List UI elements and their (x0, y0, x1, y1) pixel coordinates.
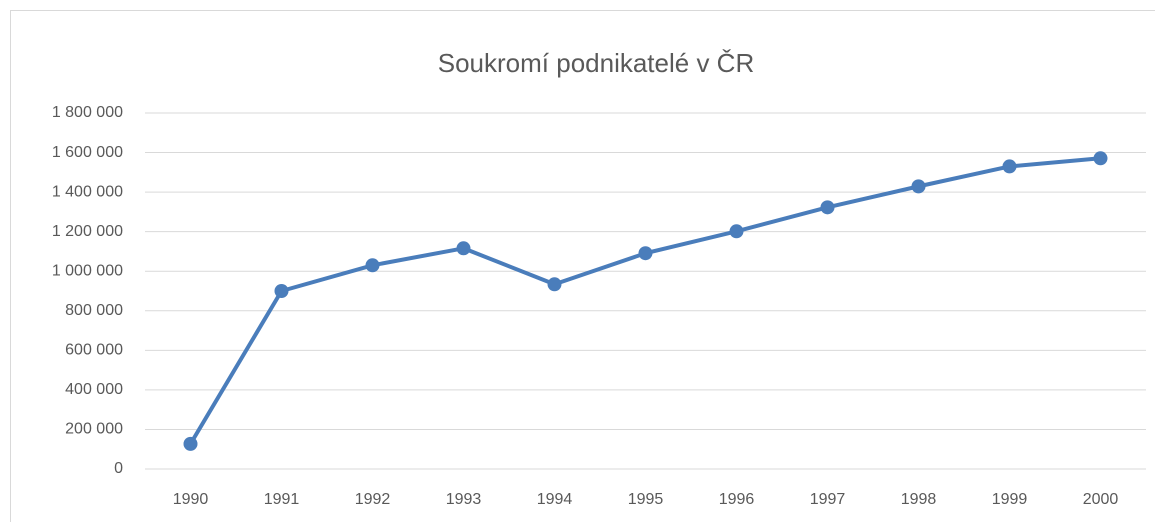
y-tick-label: 600 000 (65, 342, 123, 359)
point (820, 200, 835, 215)
point (1002, 159, 1017, 174)
chart-title: Soukromí podnikatelé v ČR (438, 48, 754, 78)
point (1093, 151, 1108, 166)
y-tick-label: 1 200 000 (52, 223, 123, 240)
x-tick-label: 1995 (628, 491, 664, 508)
point (365, 258, 380, 273)
x-tick-label: 2000 (1083, 491, 1119, 508)
point (274, 284, 289, 298)
x-tick-label: 1996 (719, 491, 755, 508)
point (456, 241, 471, 256)
point (638, 246, 653, 261)
y-tick-label: 1 000 000 (52, 262, 123, 279)
point (729, 224, 744, 239)
point (183, 436, 198, 451)
x-tick-label: 1991 (264, 491, 300, 508)
x-tick-label: 1990 (173, 491, 209, 508)
y-tick-label: 400 000 (65, 381, 123, 398)
x-tick-label: 1997 (810, 491, 846, 508)
y-tick-label: 1 400 000 (52, 183, 123, 200)
y-tick-label: 200 000 (65, 421, 123, 438)
chart-border (10, 10, 1155, 522)
x-tick-label: 1994 (537, 491, 573, 508)
y-tick-label: 1 800 000 (52, 104, 123, 121)
point (547, 277, 562, 292)
x-tick-label: 1998 (901, 491, 937, 508)
y-tick-label: 1 600 000 (52, 144, 123, 161)
x-tick-label: 1999 (992, 491, 1028, 508)
point (911, 179, 926, 194)
x-tick-label: 1993 (446, 491, 482, 508)
y-tick-label: 0 (114, 460, 123, 477)
y-tick-label: 800 000 (65, 302, 123, 319)
x-tick-label: 1992 (355, 491, 391, 508)
